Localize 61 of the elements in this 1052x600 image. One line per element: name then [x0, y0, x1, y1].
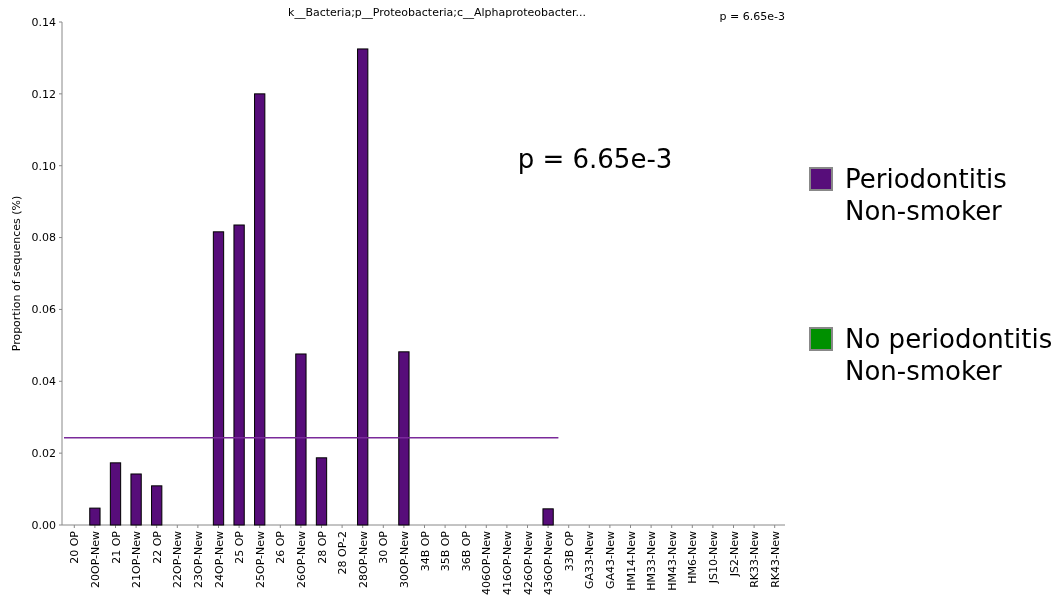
- x-tick-label: 30 OP: [377, 530, 391, 564]
- bar: [130, 473, 142, 526]
- x-tick-label: 416OP-New: [500, 531, 514, 596]
- bar: [357, 48, 369, 526]
- y-axis-title: Proportion of sequences (%): [10, 195, 23, 352]
- bar: [233, 224, 245, 526]
- legend-label: Periodontitis Non-smoker: [845, 164, 1007, 226]
- x-tick-label: 21 OP: [109, 530, 123, 564]
- bar: [254, 93, 266, 526]
- x-tick-label: 26OP-New: [294, 531, 308, 589]
- bar: [89, 507, 101, 526]
- y-tick-label: 0.00: [31, 518, 56, 532]
- annotation: p = 6.65e-3: [517, 144, 673, 174]
- annotation: p = 6.65e-3: [719, 10, 785, 23]
- x-tick-label: GA43-New: [603, 531, 617, 590]
- x-tick-label: 426OP-New: [521, 531, 535, 596]
- x-tick-label: 20OP-New: [88, 531, 102, 589]
- x-tick-label: 23OP-New: [191, 531, 205, 589]
- y-tick-label: 0.14: [31, 15, 56, 29]
- x-tick-label: 28 OP-2: [336, 531, 350, 575]
- x-tick-label: 36B OP: [459, 530, 473, 572]
- bar: [315, 457, 328, 526]
- x-tick-label: 25OP-New: [253, 531, 267, 589]
- y-tick-label: 0.08: [31, 231, 56, 245]
- x-tick-label: HM43-New: [665, 531, 679, 591]
- x-tick-label: 20 OP: [68, 530, 82, 564]
- x-tick-label: JS10-New: [706, 531, 720, 585]
- x-tick-label: 34B OP: [418, 530, 432, 572]
- x-tick-label: HM14-New: [624, 531, 638, 591]
- x-tick-label: 30OP-New: [397, 531, 411, 589]
- bar: [398, 351, 410, 526]
- x-tick-label: 22 OP: [150, 530, 164, 564]
- x-tick-label: JS2-New: [727, 531, 741, 578]
- x-tick-label: 436OP-New: [542, 531, 556, 596]
- bar: [109, 462, 122, 526]
- bar: [212, 231, 225, 526]
- y-tick-label: 0.04: [31, 375, 56, 389]
- bar: [295, 353, 307, 526]
- y-tick-label: 0.06: [31, 303, 56, 317]
- legend-label: No periodontitis Non-smoker: [845, 324, 1052, 386]
- x-tick-label: 28 OP: [315, 530, 329, 564]
- bar: [151, 485, 163, 526]
- x-tick-label: 28OP-New: [356, 531, 370, 589]
- x-tick-label: RK33-New: [748, 531, 762, 588]
- x-tick-label: 26 OP: [274, 530, 288, 564]
- y-tick-label: 0.02: [31, 446, 56, 460]
- x-tick-label: HM6-New: [686, 531, 700, 584]
- bar: [542, 508, 554, 526]
- x-tick-label: 35B OP: [439, 530, 453, 572]
- x-tick-label: 33B OP: [562, 530, 576, 572]
- x-tick-label: 21OP-New: [130, 531, 144, 589]
- x-tick-label: 406OP-New: [480, 531, 494, 596]
- x-tick-label: HM33-New: [645, 531, 659, 591]
- x-tick-label: RK43-New: [768, 531, 782, 588]
- x-tick-label: 25 OP: [233, 530, 247, 564]
- x-tick-label: 22OP-New: [171, 531, 185, 589]
- y-tick-label: 0.10: [31, 159, 56, 173]
- chart-title: k__Bacteria;p__Proteobacteria;c__Alphaproteobacter...: [288, 6, 586, 19]
- y-tick-label: 0.12: [31, 87, 56, 101]
- x-tick-label: GA33-New: [583, 531, 597, 590]
- x-tick-label: 24OP-New: [212, 531, 226, 589]
